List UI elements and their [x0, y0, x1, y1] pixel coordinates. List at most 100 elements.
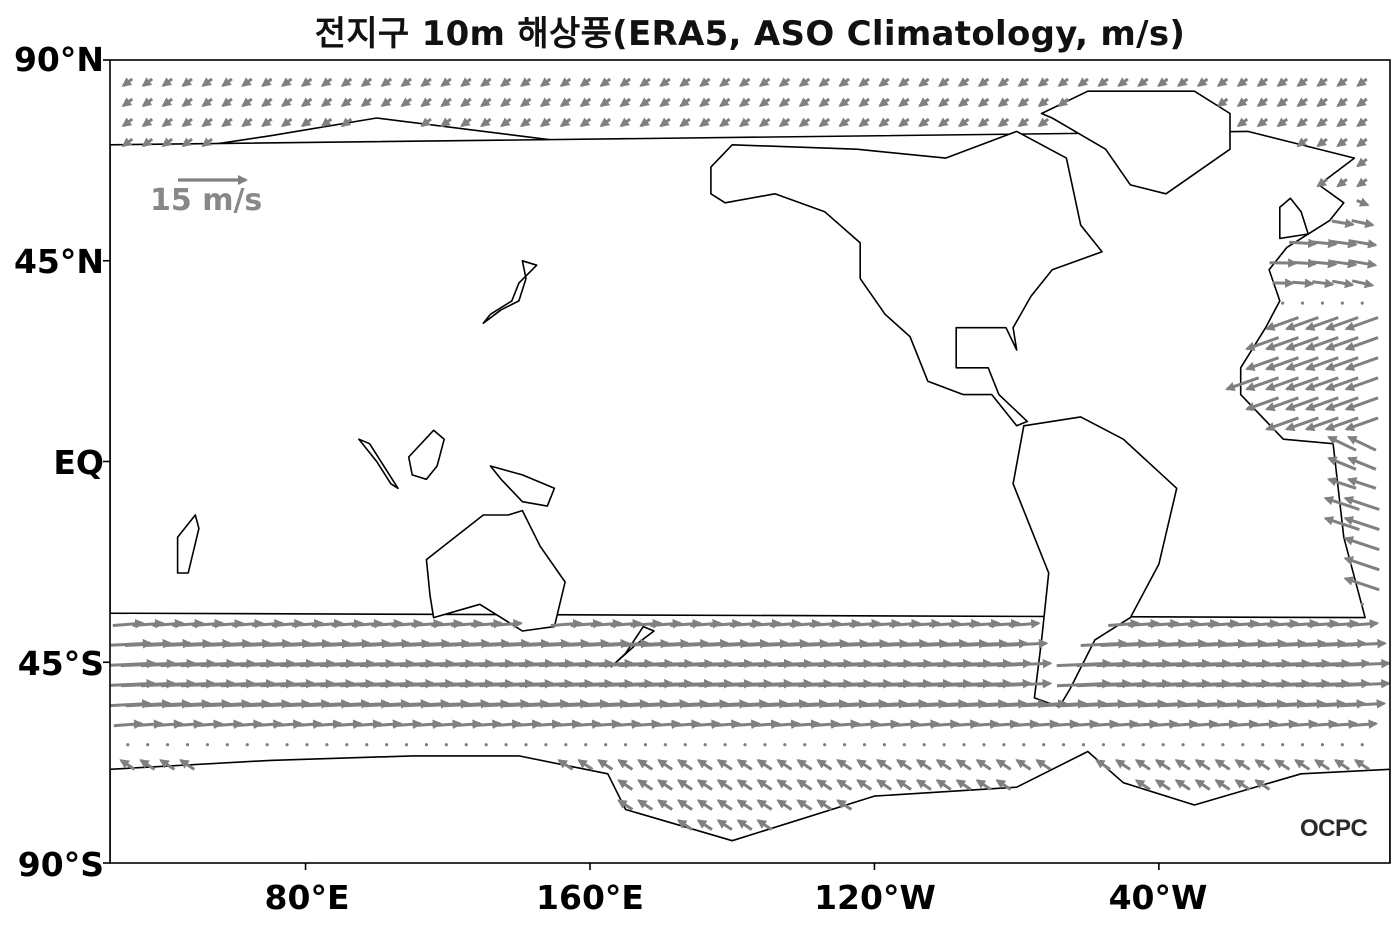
wind-vector: [982, 743, 986, 747]
wind-vector: [340, 77, 353, 87]
wind-vector: [451, 619, 484, 629]
wind-vector: [1312, 278, 1335, 289]
wind-vector: [935, 759, 952, 771]
wind-vector: [265, 743, 269, 747]
wind-vector: [756, 799, 773, 811]
wind-vector: [480, 77, 492, 87]
wind-vector: [948, 619, 981, 629]
wind-vector: [1234, 759, 1251, 771]
ocpc-logo: OCPC: [1300, 815, 1368, 842]
wind-vector: [193, 719, 224, 729]
wind-vector: [1214, 759, 1231, 771]
wind-vector: [657, 779, 674, 791]
wind-vector: [440, 117, 452, 128]
wind-vector: [898, 77, 910, 87]
wind-vector: [1316, 117, 1328, 128]
wind-vector: [173, 719, 204, 729]
wind-vector: [776, 799, 793, 811]
wind-vector: [141, 97, 154, 107]
wind-vector: [591, 719, 622, 729]
wind-vector: [181, 137, 193, 148]
wind-vector: [444, 743, 448, 747]
wind-vector: [997, 678, 1053, 689]
wind-vector: [1267, 619, 1300, 629]
wind-vector: [1057, 97, 1070, 107]
x-tick-label-80e: 80°E: [264, 878, 350, 917]
wind-vector: [1154, 779, 1171, 791]
wind-vector: [599, 77, 612, 87]
wind-vector: [738, 77, 751, 87]
wind-vector: [280, 117, 293, 128]
wind-vector: [1336, 97, 1348, 108]
wind-vector: [1344, 396, 1379, 412]
wind-vector: [623, 743, 628, 747]
wind-vector: [225, 743, 229, 747]
wind-vector: [1328, 259, 1358, 269]
coastlines: [110, 90, 1390, 863]
wind-vector: [1356, 197, 1370, 207]
wind-vector: [213, 719, 244, 729]
wind-vector: [856, 759, 873, 771]
wind-vector: [380, 97, 393, 108]
wind-vector: [663, 743, 667, 747]
wind-vector: [1324, 336, 1359, 351]
wind-vector: [365, 743, 369, 747]
wind-vector: [639, 97, 651, 108]
wind-vector: [878, 97, 890, 107]
wind-vector: [490, 619, 524, 629]
sumatra-outline: [358, 438, 399, 490]
wind-vector: [1149, 719, 1180, 729]
wind-vector: [1316, 77, 1328, 87]
wind-vector: [1308, 719, 1339, 729]
wind-vector: [656, 799, 674, 811]
wind-vector: [431, 619, 464, 629]
wind-vector: [1288, 719, 1319, 729]
wind-vector: [1356, 77, 1368, 87]
wind-vector: [756, 779, 773, 791]
wind-vector: [930, 719, 961, 729]
wind-vector: [1304, 376, 1339, 392]
wind-vector: [161, 77, 174, 87]
wind-vector: [997, 77, 1010, 87]
wind-vector: [1168, 719, 1199, 729]
wind-vector: [1244, 396, 1280, 412]
wind-vector: [895, 779, 912, 791]
wind-vector: [639, 77, 651, 87]
wind-vector: [719, 117, 731, 128]
wind-vector: [420, 117, 432, 128]
wind-vector: [571, 719, 602, 729]
wind-vector: [1356, 117, 1368, 128]
wind-vector: [1216, 97, 1229, 107]
wind-vector: [716, 779, 733, 791]
wind-vector: [1284, 396, 1319, 412]
wind-vector: [995, 779, 1012, 791]
wind-vector: [181, 77, 193, 87]
wind-vector: [696, 819, 713, 831]
wind-vector: [1343, 536, 1380, 552]
wind-vector: [1109, 719, 1140, 729]
wind-vector: [736, 799, 753, 811]
wind-vector: [909, 619, 942, 629]
wind-vector: [1001, 638, 1049, 649]
wind-vector: [975, 759, 992, 771]
wind-vector: [1284, 316, 1319, 331]
wind-vector: [1335, 658, 1390, 669]
wind-vector: [750, 719, 781, 729]
wind-vector: [1264, 396, 1300, 412]
wind-vector: [420, 77, 432, 87]
wind-vector: [1035, 759, 1052, 771]
wind-vector: [1304, 396, 1339, 412]
wind-vector: [957, 117, 970, 128]
wind-vector: [500, 117, 512, 128]
wind-vector: [579, 117, 592, 128]
wind-vector: [300, 77, 313, 87]
wind-vector: [1343, 496, 1380, 511]
wind-vector: [699, 97, 711, 107]
wind-vector: [838, 77, 850, 87]
wind-vector: [1281, 743, 1285, 747]
wind-vector: [253, 719, 284, 729]
wind-vector: [699, 77, 711, 87]
wind-vector: [570, 619, 603, 629]
wind-vector: [1323, 496, 1360, 511]
wind-vector: [882, 743, 887, 747]
